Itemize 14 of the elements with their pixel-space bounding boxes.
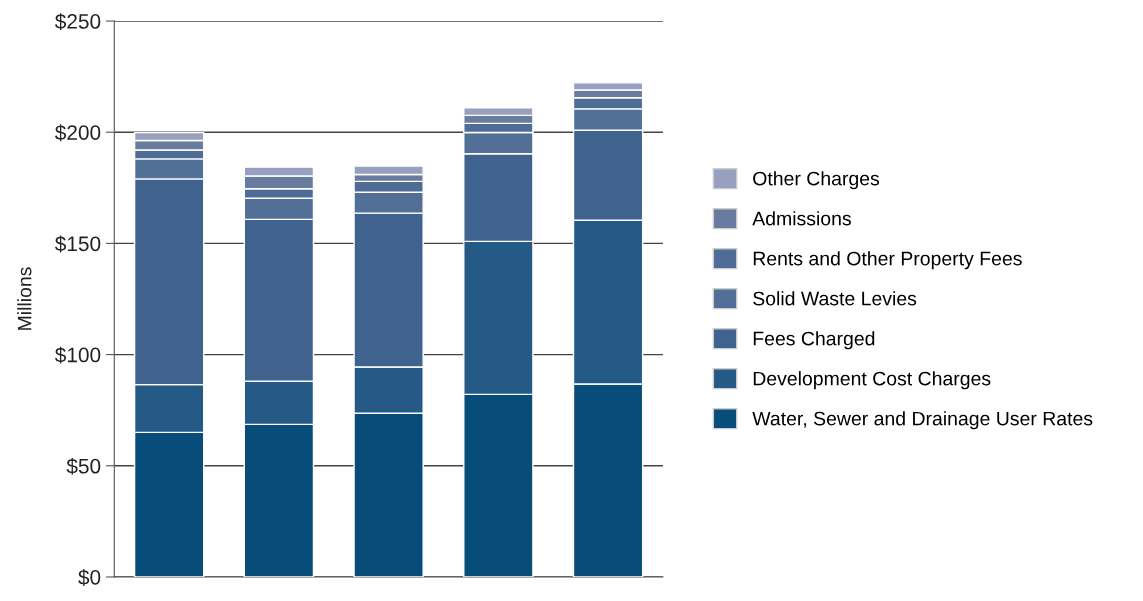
legend-label: Other Charges xyxy=(753,171,880,190)
y-tick-label: $200 xyxy=(54,124,101,142)
y-tick-label: $50 xyxy=(66,457,101,475)
y-tick-label: $0 xyxy=(78,569,101,586)
legend-label: Admissions xyxy=(752,211,851,226)
legend-label: Development Cost Charges xyxy=(753,371,991,390)
legend-label: Fees Charged xyxy=(753,331,875,350)
y-axis-title: Millions xyxy=(17,267,32,330)
y-tick-label: $100 xyxy=(54,346,101,364)
legend-label: Solid Waste Levies xyxy=(753,291,917,306)
y-tick-label: $150 xyxy=(54,235,101,253)
y-tick-label: $250 xyxy=(54,13,101,31)
legend-label: Water, Sewer and Drainage User Rates xyxy=(752,411,1093,430)
legend-label: Rents and Other Property Fees xyxy=(753,251,1022,270)
